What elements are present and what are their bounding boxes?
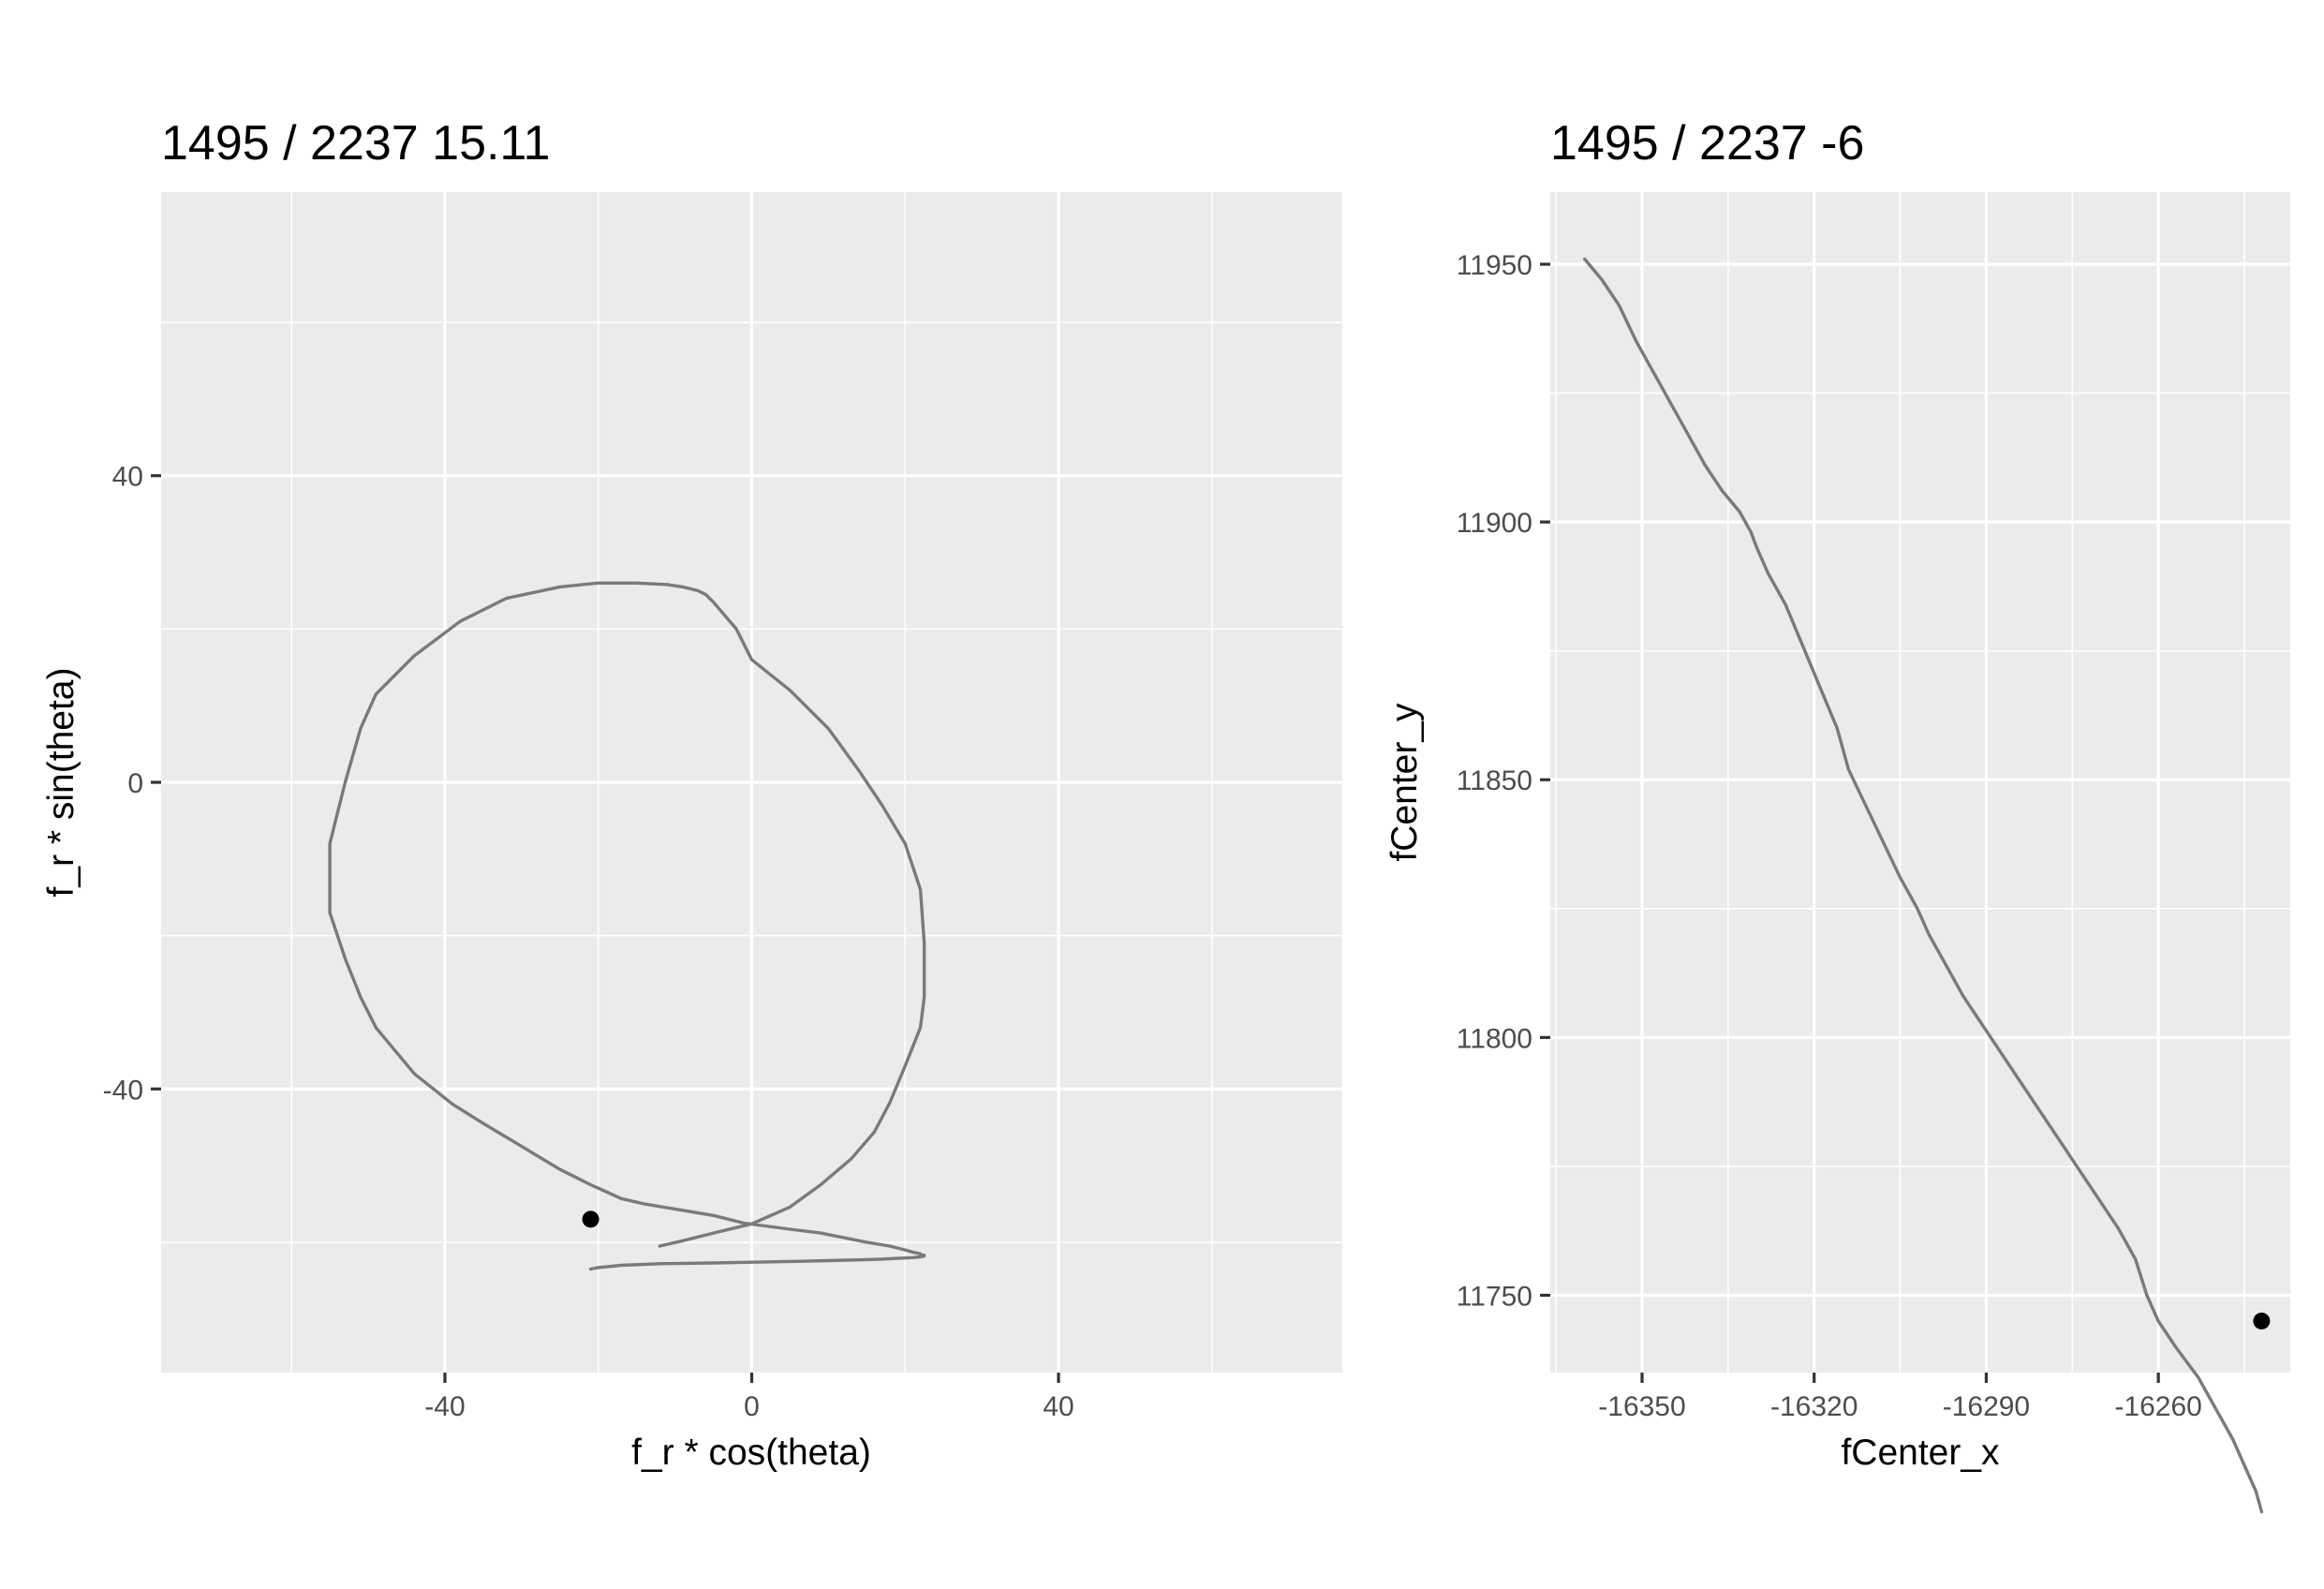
right-y-axis-title: fCenter_y [1384, 703, 1425, 862]
left-y-axis-title: f_r * sin(theta) [41, 668, 81, 898]
right-y-tick-label: 11850 [1457, 765, 1532, 796]
left-y-tick-label: 0 [127, 768, 143, 799]
right-y-axis: 11750 11800 11850 11900 11950 [1457, 250, 1550, 1312]
right-y-tick-label: 11900 [1457, 508, 1532, 539]
right-plot-title: 1495 / 2237 -6 [1550, 116, 1864, 171]
left-x-tick-label: 40 [1043, 1391, 1073, 1422]
left-x-axis-title: f_r * cos(theta) [631, 1433, 871, 1473]
right-x-tick-label: -16350 [1598, 1391, 1685, 1422]
left-series-layer [328, 581, 926, 1271]
right-major-grid [1550, 192, 2290, 1373]
left-current-point [582, 1210, 600, 1228]
right-y-tick-label: 11800 [1457, 1023, 1532, 1054]
right-plot-panel [1550, 192, 2290, 1373]
left-major-grid [161, 192, 1342, 1373]
right-x-tick-label: -16290 [1943, 1391, 2030, 1422]
right-x-tick-label: -16320 [1770, 1391, 1858, 1422]
left-x-tick-label: 0 [744, 1391, 760, 1422]
left-y-tick-label: -40 [103, 1075, 143, 1106]
right-x-axis: -16350 -16320 -16290 -16260 [1598, 1373, 2202, 1422]
right-y-tick-label: 11950 [1457, 250, 1532, 281]
right-x-tick-label: -16260 [2114, 1391, 2201, 1422]
left-x-axis: -40 0 40 [424, 1373, 1074, 1422]
right-series-layer [1582, 257, 2271, 1514]
right-y-tick-label: 11750 [1457, 1281, 1532, 1312]
right-current-point [2253, 1312, 2271, 1329]
left-plot: 1495 / 2237 15.11 -40 0 40 -40 0 40 f_r * co… [41, 116, 1342, 1473]
left-x-tick-label: -40 [424, 1391, 465, 1422]
right-plot: 1495 / 2237 -6 -16350 -16320 -16290 -16260 … [1384, 116, 2290, 1514]
left-plot-title: 1495 / 2237 15.11 [161, 116, 550, 171]
left-trajectory-line [328, 581, 926, 1271]
right-x-axis-title: fCenter_x [1841, 1433, 2000, 1473]
left-y-axis: -40 0 40 [103, 462, 161, 1106]
left-y-tick-label: 40 [112, 462, 143, 493]
right-trajectory-line [1582, 257, 2264, 1514]
right-minor-grid [1550, 192, 2290, 1373]
